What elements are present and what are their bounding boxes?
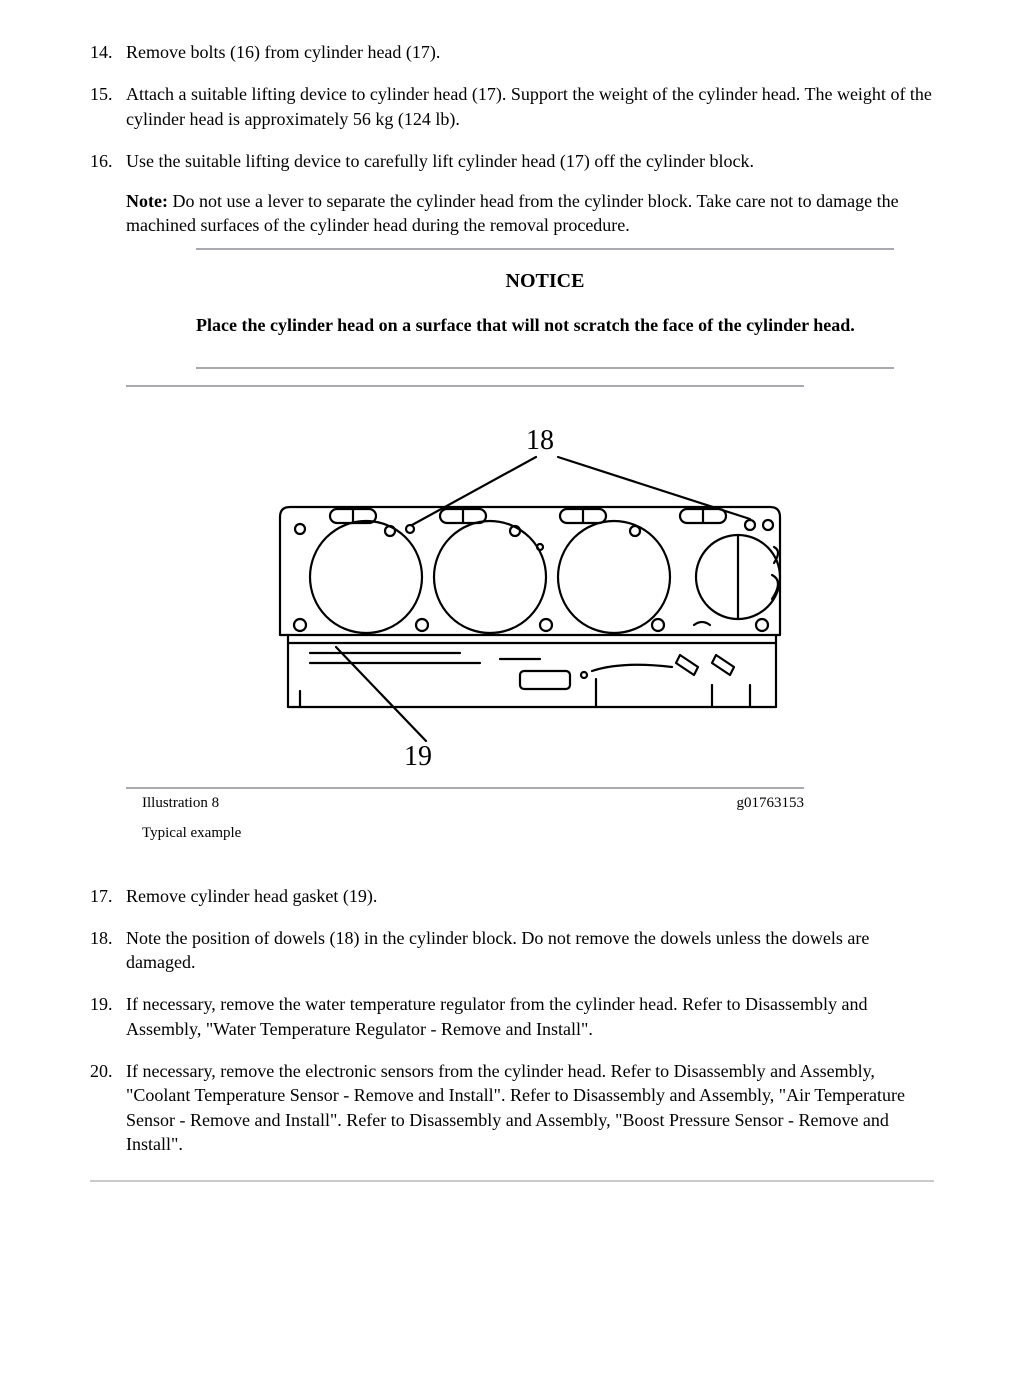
step-text: Use the suitable lifting device to caref… bbox=[126, 151, 754, 171]
step-text: Remove cylinder head gasket (19). bbox=[126, 884, 934, 908]
step-text: Attach a suitable lifting device to cyli… bbox=[126, 82, 934, 131]
step-text: Remove bolts (16) from cylinder head (17… bbox=[126, 40, 934, 64]
step-number: 15. bbox=[90, 82, 126, 131]
step-text: Note the position of dowels (18) in the … bbox=[126, 926, 934, 975]
cylinder-block-diagram: 18 19 bbox=[240, 407, 820, 777]
step-note: Note: Do not use a lever to separate the… bbox=[126, 189, 934, 238]
note-text: Do not use a lever to separate the cylin… bbox=[126, 191, 899, 235]
notice-rule-bottom bbox=[196, 367, 894, 369]
page-bottom-rule bbox=[90, 1180, 934, 1182]
step-16: 16. Use the suitable lifting device to c… bbox=[90, 149, 934, 866]
notice-body: Place the cylinder head on a surface tha… bbox=[196, 313, 894, 337]
step-19: 19. If necessary, remove the water tempe… bbox=[90, 992, 934, 1041]
notice-box: NOTICE Place the cylinder head on a surf… bbox=[196, 248, 934, 369]
procedure-list: 14. Remove bolts (16) from cylinder head… bbox=[90, 40, 934, 1156]
step-text: If necessary, remove the water temperatu… bbox=[126, 992, 934, 1041]
step-14: 14. Remove bolts (16) from cylinder head… bbox=[90, 40, 934, 64]
step-18: 18. Note the position of dowels (18) in … bbox=[90, 926, 934, 975]
notice-rule-top bbox=[196, 248, 894, 250]
note-label: Note: bbox=[126, 191, 168, 211]
notice-title: NOTICE bbox=[196, 268, 894, 295]
callout-19-label: 19 bbox=[404, 741, 432, 772]
step-15: 15. Attach a suitable lifting device to … bbox=[90, 82, 934, 131]
step-number: 16. bbox=[90, 149, 126, 866]
step-17: 17. Remove cylinder head gasket (19). bbox=[90, 884, 934, 908]
step-number: 19. bbox=[90, 992, 126, 1041]
step-number: 17. bbox=[90, 884, 126, 908]
figure-block: 18 19 Illustration 8 g01763153 Typical e… bbox=[126, 385, 934, 856]
figure-caption-right: g01763153 bbox=[737, 793, 805, 813]
step-number: 14. bbox=[90, 40, 126, 64]
figure-caption-row: Illustration 8 g01763153 bbox=[126, 789, 934, 813]
figure-caption-left: Illustration 8 bbox=[142, 793, 219, 813]
step-number: 20. bbox=[90, 1059, 126, 1156]
step-20: 20. If necessary, remove the electronic … bbox=[90, 1059, 934, 1156]
step-text: If necessary, remove the electronic sens… bbox=[126, 1059, 934, 1156]
step-body: Use the suitable lifting device to caref… bbox=[126, 149, 934, 866]
step-number: 18. bbox=[90, 926, 126, 975]
figure-rule-top bbox=[126, 385, 804, 387]
callout-18-label: 18 bbox=[526, 425, 554, 456]
figure-caption-sub: Typical example bbox=[126, 813, 934, 855]
